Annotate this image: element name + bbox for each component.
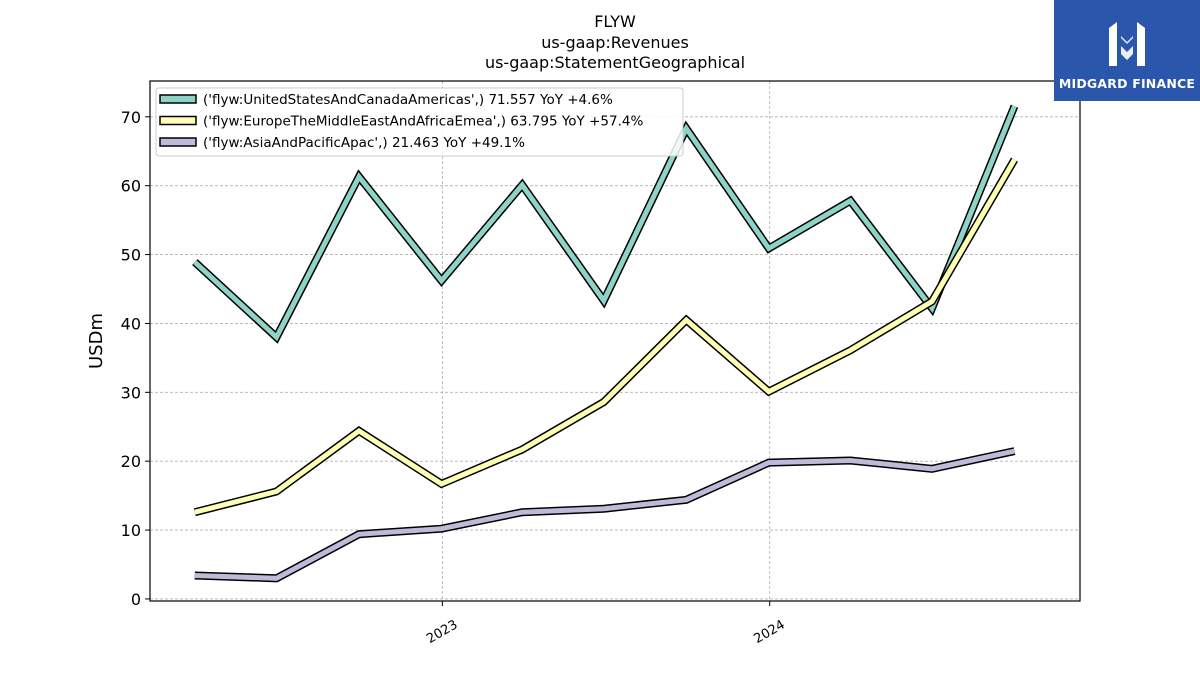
y-tick-label: 60 (121, 177, 141, 196)
x-tick-label: 2024 (752, 617, 788, 647)
chart-title-line: us-gaap:StatementGeographical (485, 53, 745, 72)
legend-label: ('flyw:UnitedStatesAndCanadaAmericas',) … (203, 92, 613, 108)
y-axis-label: USDm (86, 313, 107, 369)
legend-frame (155, 87, 684, 157)
y-tick-label: 50 (121, 246, 141, 265)
y-tick-label: 10 (121, 521, 141, 540)
legend-label: ('flyw:EuropeTheMiddleEastAndAfricaEmea'… (203, 114, 643, 130)
brand-logo: MIDGARD FINANCE (1054, 0, 1200, 101)
y-axis: 0 10 20 30 40 50 60 70 (121, 108, 150, 609)
y-tick-label: 70 (121, 108, 141, 127)
plot-frame (149, 80, 1081, 602)
brand-logo-text: MIDGARD FINANCE (1058, 76, 1196, 91)
legend: ('flyw:UnitedStatesAndCanadaAmericas',) … (155, 87, 684, 157)
series-line-outline (194, 447, 1016, 583)
x-axis: 2023 2024 (424, 601, 788, 647)
series-line (193, 105, 1017, 342)
y-tick-label: 20 (121, 452, 141, 471)
y-tick-label: 0 (131, 590, 141, 609)
x-tick-label: 2023 (424, 617, 460, 647)
series-line (194, 158, 1017, 515)
legend-swatch (159, 115, 197, 126)
grid (150, 81, 1080, 601)
legend-swatch (159, 94, 197, 104)
legend-label: ('flyw:AsiaAndPacificApac',) 21.463 YoY … (203, 135, 525, 151)
midgard-logo-icon (1109, 22, 1145, 66)
series-lines (192, 104, 1019, 583)
series-line (194, 448, 1016, 581)
y-tick-label: 30 (121, 383, 141, 402)
legend-swatch (159, 137, 197, 147)
y-tick-label: 40 (121, 314, 141, 333)
chart-title-line: us-gaap:Revenues (541, 33, 689, 52)
chart-title-line: FLYW (594, 12, 636, 31)
